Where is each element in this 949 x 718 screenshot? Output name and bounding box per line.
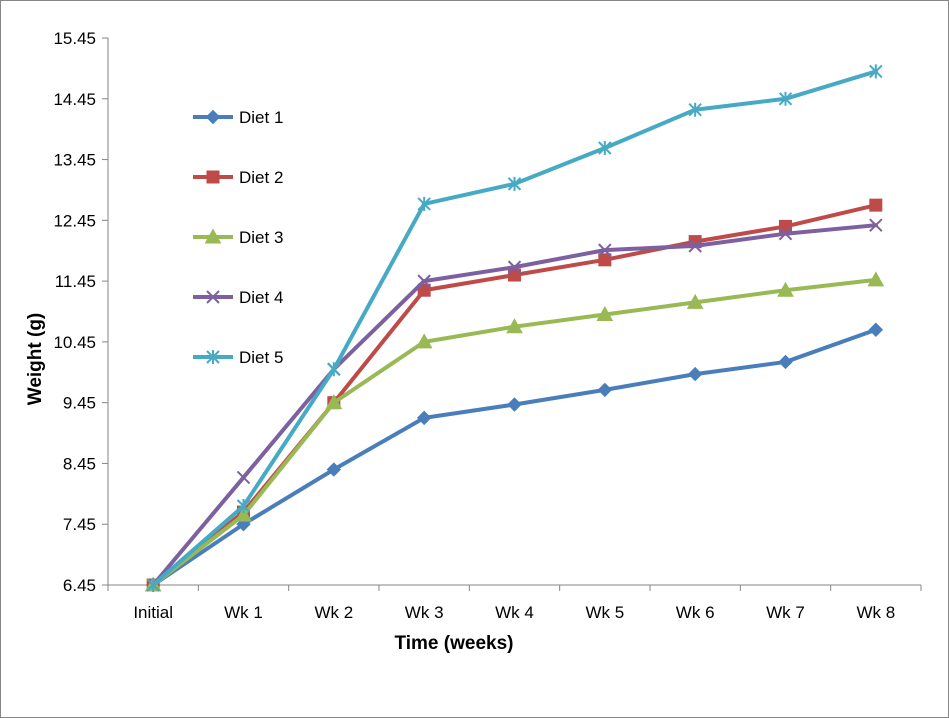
y-tick-label: 8.45 xyxy=(63,454,96,473)
data-point-marker xyxy=(868,322,884,337)
x-axis-title: Time (weeks) xyxy=(395,633,514,654)
data-point-marker xyxy=(688,239,702,253)
data-point-marker xyxy=(325,394,343,410)
data-point-marker xyxy=(206,170,220,184)
data-point-marker xyxy=(598,141,612,156)
data-point-marker xyxy=(326,462,342,477)
data-point-marker xyxy=(687,366,703,382)
data-point-marker xyxy=(506,318,523,334)
legend-item: Diet 4 xyxy=(193,288,283,307)
legend-label: Diet 4 xyxy=(239,288,283,307)
data-point-marker xyxy=(205,109,221,125)
data-point-marker xyxy=(778,354,793,370)
data-point-marker xyxy=(507,176,522,191)
data-point-marker xyxy=(597,382,613,398)
y-tick-label: 7.45 xyxy=(63,515,96,534)
legend-label: Diet 5 xyxy=(239,348,283,367)
y-tick-label: 6.45 xyxy=(63,576,96,595)
legend-item: Diet 2 xyxy=(193,168,283,187)
data-point-marker xyxy=(327,362,341,377)
data-point-marker xyxy=(869,198,883,212)
x-tick-label: Wk 4 xyxy=(495,603,534,622)
x-tick-label: Wk 6 xyxy=(676,603,715,622)
data-point-marker xyxy=(869,218,883,232)
x-axis-ticks: Initial Wk 1 Wk 2 Wk 3 Wk 4 Wk 5 Wk 6 Wk 7 Wk 8 xyxy=(107,585,922,622)
y-axis-title: Weight (g) xyxy=(25,313,46,406)
series-line xyxy=(151,203,878,587)
data-point-marker xyxy=(598,253,612,267)
data-point-marker xyxy=(686,293,704,309)
y-tick-label: 13.45 xyxy=(53,151,96,170)
legend-label: Diet 1 xyxy=(239,108,283,127)
data-point-marker xyxy=(204,228,222,244)
x-tick-label: Wk 8 xyxy=(856,603,895,622)
x-tick-label: Wk 5 xyxy=(585,603,624,622)
legend-item: Diet 1 xyxy=(193,108,283,127)
data-point-marker xyxy=(598,243,612,257)
x-tick-label: Wk 3 xyxy=(405,603,444,622)
data-point-marker xyxy=(417,283,431,297)
data-point-marker xyxy=(235,506,252,522)
data-point-marker xyxy=(778,91,793,106)
series-layer xyxy=(144,64,885,593)
data-point-marker xyxy=(206,290,220,304)
legend-item: Diet 5 xyxy=(193,348,283,367)
data-point-marker xyxy=(507,397,522,412)
data-point-marker xyxy=(688,102,702,117)
data-point-marker xyxy=(869,64,883,79)
legend: Diet 1 Diet 2 Diet 3 Diet 4 Diet 5 xyxy=(193,108,283,367)
x-tick-label: Wk 1 xyxy=(224,603,263,622)
data-point-marker xyxy=(416,410,432,426)
series-group xyxy=(146,198,883,592)
series-group xyxy=(146,64,883,592)
data-point-marker xyxy=(415,333,433,349)
y-tick-label: 9.45 xyxy=(63,394,96,413)
data-point-marker xyxy=(777,281,794,297)
legend-item: Diet 3 xyxy=(193,228,283,247)
series-group xyxy=(144,271,885,592)
data-point-marker xyxy=(867,271,885,287)
data-point-marker xyxy=(236,470,251,485)
y-tick-label: 14.45 xyxy=(53,90,96,109)
y-tick-label: 15.45 xyxy=(53,29,96,48)
y-tick-label: 11.45 xyxy=(55,272,96,291)
x-tick-label: Initial xyxy=(133,603,173,622)
data-point-marker xyxy=(417,196,431,211)
legend-label: Diet 3 xyxy=(239,228,283,247)
data-point-marker xyxy=(507,260,522,274)
data-point-marker xyxy=(146,578,160,592)
data-point-marker xyxy=(417,274,431,288)
y-tick-label: 10.45 xyxy=(53,333,96,352)
y-tick-label: 12.45 xyxy=(53,211,96,230)
legend-label: Diet 2 xyxy=(239,168,283,187)
data-point-marker xyxy=(596,306,614,322)
data-point-marker xyxy=(778,226,793,241)
x-tick-label: Wk 7 xyxy=(766,603,805,622)
y-axis-ticks: 6.45 7.45 8.45 9.45 10.45 11.45 12.45 13.45 14.4… xyxy=(53,29,108,595)
data-point-marker xyxy=(236,498,251,513)
data-point-marker xyxy=(206,350,220,364)
x-tick-label: Wk 2 xyxy=(314,603,353,622)
